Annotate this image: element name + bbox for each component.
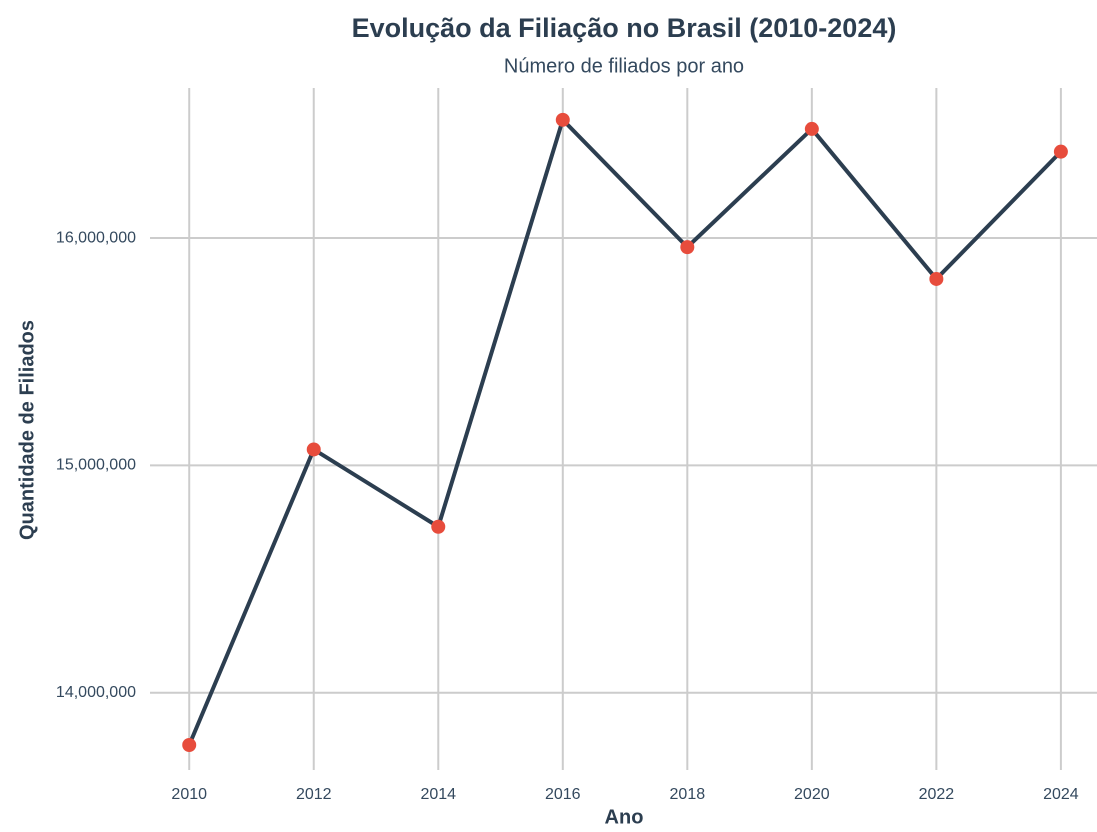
point	[929, 271, 944, 286]
y-tick-label: 14,000,000	[56, 684, 136, 701]
x-tick-label: 2018	[670, 786, 706, 803]
x-tick-label: 2020	[794, 786, 830, 803]
x-axis-label: Ano	[605, 806, 644, 827]
y-tick-label: 15,000,000	[56, 457, 136, 474]
x-tick-label: 2012	[296, 786, 332, 803]
y-axis-label: Quantidade de Filiados	[16, 320, 38, 540]
x-tick-label: 2014	[420, 786, 456, 803]
point	[804, 121, 819, 136]
x-tick-label: 2010	[171, 786, 207, 803]
x-tick-label: 2024	[1043, 786, 1079, 803]
point	[680, 240, 695, 255]
point	[555, 112, 570, 127]
chart-subtitle: Número de filiados por ano	[504, 55, 744, 77]
x-tick-label: 2022	[919, 786, 955, 803]
x-tick-label: 2016	[545, 786, 581, 803]
point	[306, 442, 321, 457]
chart-title: Evolução da Filiação no Brasil (2010-202…	[352, 13, 897, 43]
y-tick-label: 16,000,000	[56, 229, 136, 246]
point	[431, 519, 446, 534]
point	[1053, 144, 1068, 159]
line	[187, 117, 1063, 746]
point	[182, 737, 197, 752]
